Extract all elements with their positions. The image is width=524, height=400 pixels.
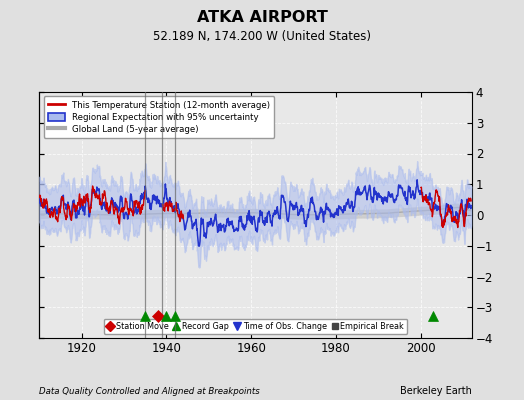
Legend: Station Move, Record Gap, Time of Obs. Change, Empirical Break: Station Move, Record Gap, Time of Obs. C… — [104, 318, 407, 334]
Text: Data Quality Controlled and Aligned at Breakpoints: Data Quality Controlled and Aligned at B… — [39, 387, 260, 396]
Text: 52.189 N, 174.200 W (United States): 52.189 N, 174.200 W (United States) — [153, 30, 371, 43]
Text: Berkeley Earth: Berkeley Earth — [400, 386, 472, 396]
Text: ATKA AIRPORT: ATKA AIRPORT — [196, 10, 328, 25]
